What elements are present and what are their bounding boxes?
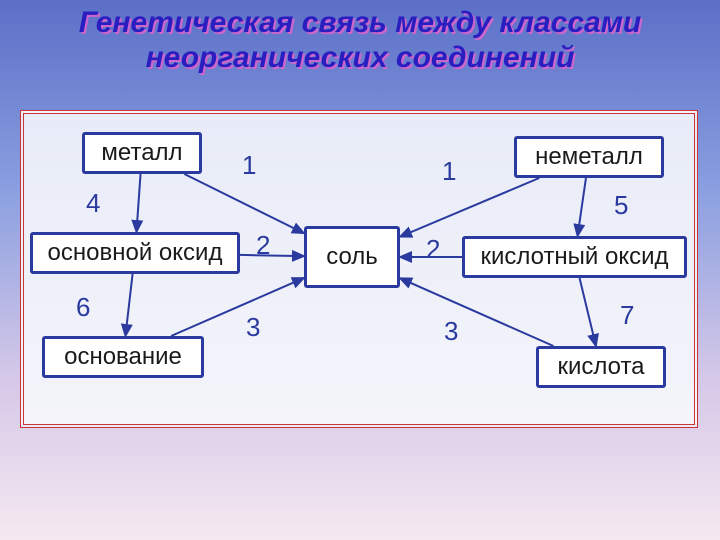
edge-label: 1 xyxy=(242,150,256,181)
node-base: основание xyxy=(42,336,204,378)
slide: Генетическая связь между классами неорга… xyxy=(0,0,720,540)
edge-label: 1 xyxy=(442,156,456,187)
node-basic_oxide: основной оксид xyxy=(30,232,240,274)
diagram-frame: металл неметалл основной оксид кислотный ок… xyxy=(20,110,698,428)
edge-label: 2 xyxy=(426,234,440,265)
node-salt: соль xyxy=(304,226,400,288)
edge-label: 4 xyxy=(86,188,100,219)
edge-label: 2 xyxy=(256,230,270,261)
node-acid: кислота xyxy=(536,346,666,388)
node-nonmetal: неметалл xyxy=(514,136,664,178)
edge-label: 3 xyxy=(444,316,458,347)
title-line-1: Генетическая связь между классами xyxy=(79,6,641,39)
node-metal: металл xyxy=(82,132,202,174)
edge-label: 5 xyxy=(614,190,628,221)
edge-label: 7 xyxy=(620,300,634,331)
edge-label: 3 xyxy=(246,312,260,343)
node-acid_oxide: кислотный оксид xyxy=(462,236,687,278)
diagram: металл неметалл основной оксид кислотный ок… xyxy=(24,114,694,424)
slide-title: Генетическая связь между классами неорга… xyxy=(0,0,720,75)
title-line-2: неорганических соединений xyxy=(146,41,575,74)
edge-label: 6 xyxy=(76,292,90,323)
